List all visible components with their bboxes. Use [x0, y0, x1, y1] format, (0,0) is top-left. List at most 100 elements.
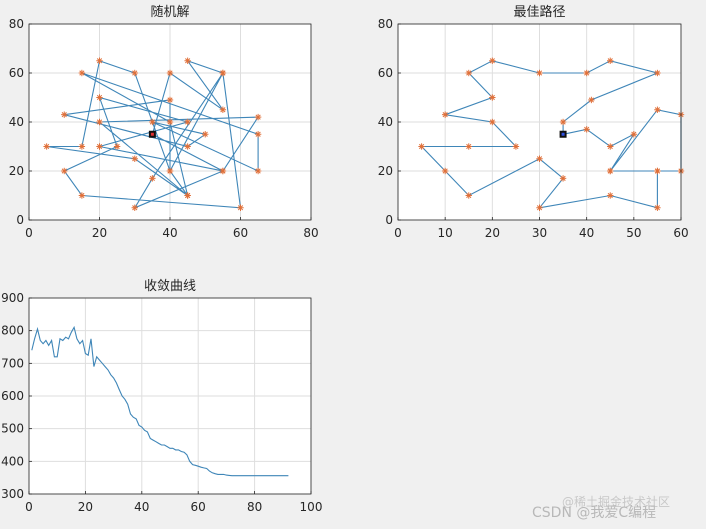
start-point-core — [150, 132, 154, 136]
city-marker-d2 — [185, 58, 191, 64]
y-tick-label: 60 — [9, 66, 24, 80]
city-point — [166, 167, 174, 175]
city-point — [166, 96, 174, 104]
city-point — [96, 118, 103, 126]
watermark-csdn: CSDN @我爱C编程 — [532, 505, 656, 521]
city-point — [583, 126, 590, 133]
city-point — [149, 118, 156, 126]
city-point — [607, 143, 614, 150]
x-tick-label: 40 — [134, 500, 149, 514]
city-point — [131, 155, 138, 162]
city-marker-d2 — [96, 143, 103, 150]
city-marker-d2 — [96, 58, 103, 64]
city-marker-d2 — [255, 114, 261, 120]
city-point — [607, 167, 614, 175]
city-marker-d2 — [132, 70, 138, 76]
x-tick-label: 0 — [25, 226, 33, 240]
city-point — [559, 175, 567, 182]
y-tick-label: 40 — [9, 115, 24, 129]
city-point — [61, 111, 68, 118]
city-marker-d2 — [588, 97, 594, 103]
city-marker-d2 — [167, 97, 173, 103]
plot-title: 收敛曲线 — [144, 278, 196, 294]
city-marker-d2 — [607, 143, 613, 150]
city-marker-d2 — [631, 131, 637, 137]
city-point — [654, 204, 661, 211]
city-marker-d2 — [237, 205, 244, 211]
city-marker-d2 — [61, 168, 67, 174]
city-marker-d2 — [560, 119, 566, 125]
city-point — [166, 118, 174, 126]
city-marker-d2 — [489, 94, 495, 101]
city-point — [465, 143, 472, 150]
city-point — [254, 167, 262, 175]
city-point — [184, 192, 191, 199]
city-point — [202, 131, 209, 138]
city-point — [237, 204, 244, 211]
city-marker-d2 — [536, 70, 543, 76]
city-point — [607, 57, 614, 64]
city-point — [113, 143, 121, 150]
y-tick-label: 900 — [1, 291, 24, 305]
city-marker-d2 — [44, 143, 50, 150]
city-marker-d2 — [607, 192, 613, 199]
city-marker-d2 — [149, 175, 155, 181]
best-path-plot: 0 10 20 30 40 50 60 0 20 40 60 80 最佳路径 — [378, 4, 689, 240]
city-point — [254, 113, 262, 121]
city-marker-d2 — [584, 126, 590, 132]
y-tick-label: 20 — [378, 164, 393, 178]
city-point — [131, 204, 138, 211]
y-tick-label: 700 — [1, 356, 24, 370]
random-solution-plot: 0 20 40 60 80 0 20 40 60 80 随机解 — [9, 5, 319, 240]
city-marker-d2 — [489, 119, 495, 125]
y-tick-label: 40 — [378, 115, 393, 129]
city-point — [219, 167, 227, 175]
city-point — [559, 118, 567, 126]
x-tick-label: 60 — [673, 226, 688, 240]
city-point — [418, 143, 425, 150]
x-tick-label: 40 — [579, 226, 594, 240]
city-marker-d2 — [466, 192, 472, 199]
city-point — [489, 94, 496, 101]
city-point — [630, 131, 638, 138]
convergence-plot: 0 20 40 60 80 100 300 400 500 600 700 800 900 收敛曲线 — [1, 278, 322, 514]
city-point — [184, 57, 191, 64]
city-point — [131, 69, 138, 77]
city-marker-d2 — [220, 70, 226, 76]
city-marker-d2 — [255, 168, 261, 174]
city-point — [465, 69, 472, 77]
city-point — [78, 69, 86, 77]
city-point — [78, 192, 86, 199]
city-marker-d2 — [654, 168, 661, 174]
plot-title: 最佳路径 — [513, 4, 565, 20]
city-marker-d2 — [132, 205, 138, 211]
plot-title: 随机解 — [150, 5, 189, 20]
city-point — [441, 167, 449, 175]
y-tick-label: 80 — [378, 17, 393, 31]
x-tick-label: 10 — [438, 226, 453, 240]
city-marker-d2 — [466, 143, 472, 150]
city-marker-d2 — [536, 156, 543, 162]
x-tick-label: 0 — [394, 226, 402, 240]
y-tick-label: 500 — [1, 422, 24, 436]
city-point — [489, 57, 496, 64]
city-point — [219, 69, 227, 77]
x-tick-label: 60 — [191, 500, 206, 514]
x-tick-label: 50 — [626, 226, 641, 240]
x-tick-label: 20 — [78, 500, 93, 514]
city-point — [607, 192, 614, 199]
city-point — [536, 204, 543, 211]
city-marker-d2 — [79, 70, 85, 76]
city-point — [166, 69, 174, 77]
city-marker-d2 — [149, 119, 155, 125]
city-marker-d2 — [167, 168, 173, 174]
city-marker-d2 — [466, 70, 472, 76]
city-marker-d2 — [185, 143, 191, 150]
city-point — [149, 175, 156, 182]
city-point — [254, 131, 262, 138]
city-point — [654, 167, 661, 175]
city-point — [489, 118, 496, 126]
city-point — [43, 143, 50, 150]
x-tick-label: 80 — [303, 226, 318, 240]
